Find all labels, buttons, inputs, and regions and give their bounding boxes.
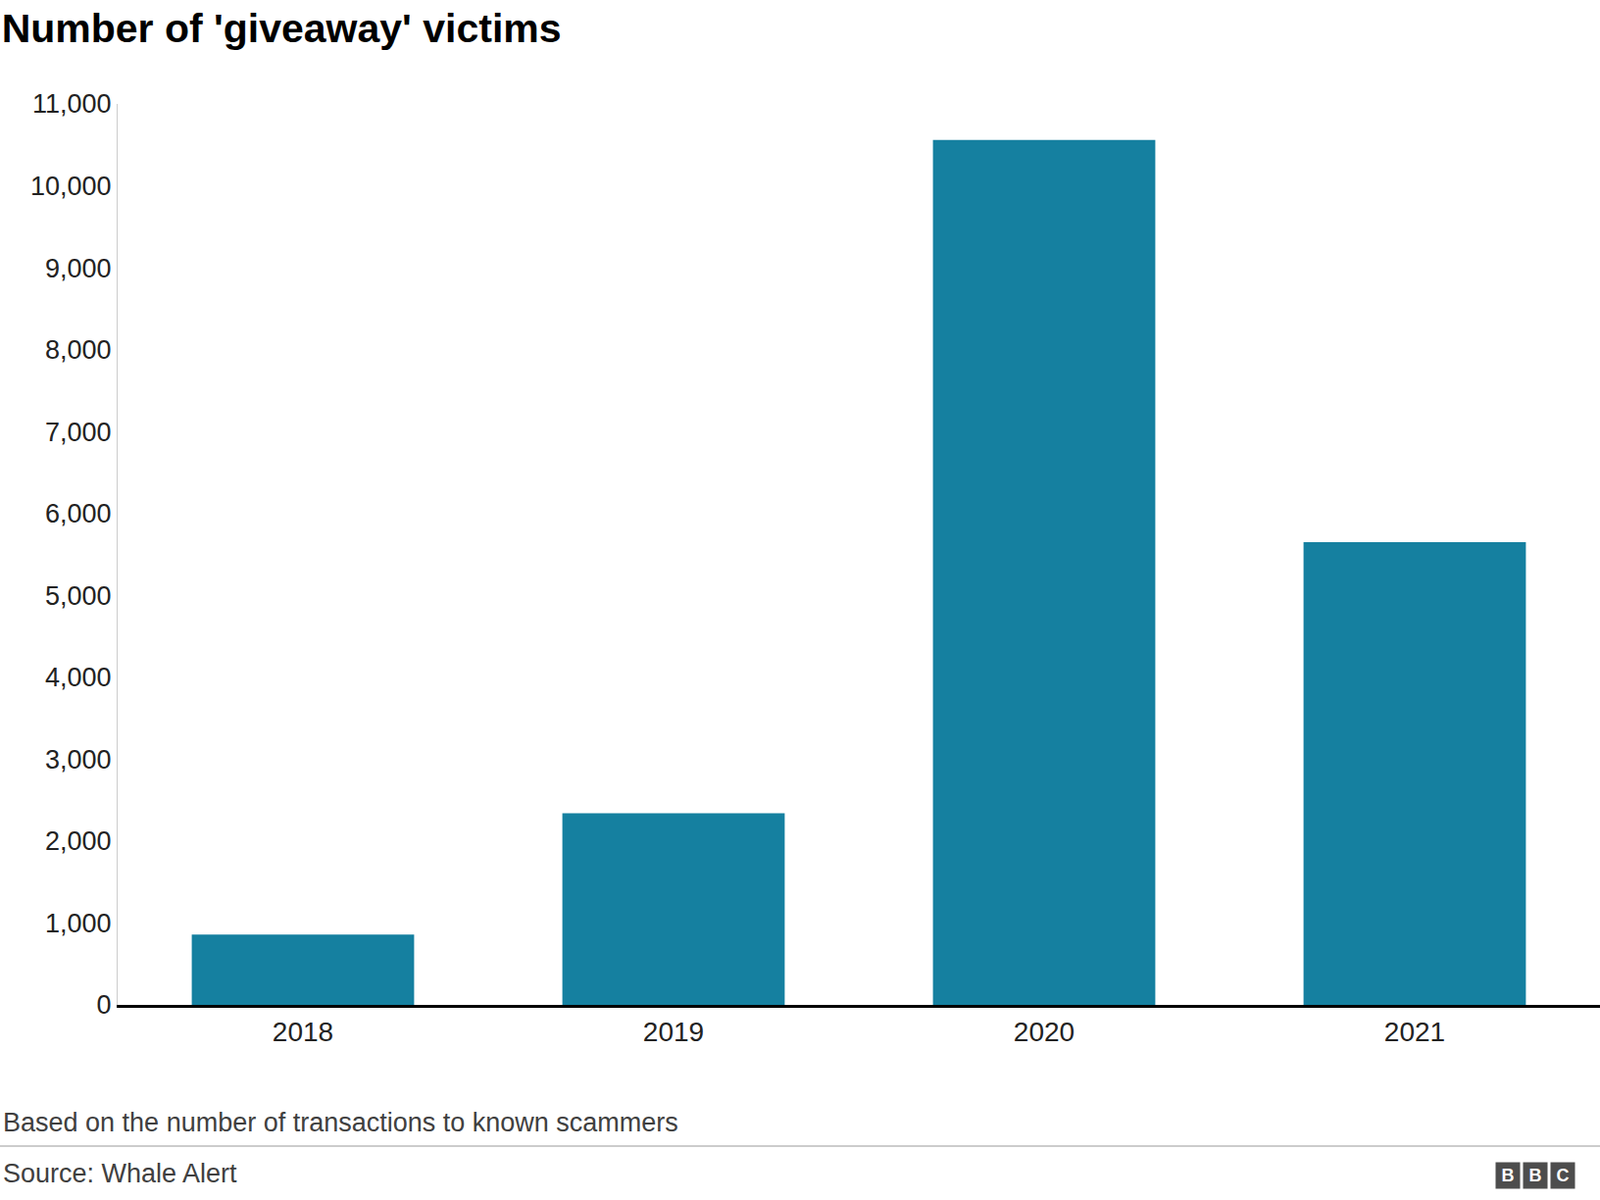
- svg-text:1,000: 1,000: [45, 908, 112, 939]
- svg-text:9,000: 9,000: [45, 253, 112, 284]
- svg-text:B: B: [1529, 1165, 1543, 1186]
- svg-text:5,000: 5,000: [45, 581, 112, 611]
- svg-text:2020: 2020: [1013, 1016, 1075, 1048]
- svg-text:3,000: 3,000: [45, 745, 112, 775]
- svg-text:2018: 2018: [272, 1016, 334, 1048]
- svg-text:6,000: 6,000: [45, 499, 112, 529]
- svg-text:7,000: 7,000: [45, 417, 112, 448]
- svg-text:10,000: 10,000: [30, 171, 112, 201]
- svg-text:2019: 2019: [643, 1016, 704, 1048]
- svg-text:8,000: 8,000: [45, 335, 112, 365]
- svg-text:2,000: 2,000: [45, 826, 112, 856]
- svg-text:4,000: 4,000: [45, 662, 112, 693]
- svg-text:B: B: [1501, 1165, 1515, 1186]
- svg-text:Based on the number of transac: Based on the number of transactions to k…: [2, 1107, 679, 1138]
- svg-text:2021: 2021: [1384, 1016, 1446, 1048]
- svg-text:0: 0: [97, 990, 112, 1020]
- svg-text:11,000: 11,000: [32, 89, 112, 119]
- svg-text:C: C: [1556, 1165, 1570, 1186]
- svg-text:Source: Whale Alert: Source: Whale Alert: [2, 1158, 238, 1189]
- svg-text:Number of 'giveaway' victims: Number of 'giveaway' victims: [1, 5, 562, 51]
